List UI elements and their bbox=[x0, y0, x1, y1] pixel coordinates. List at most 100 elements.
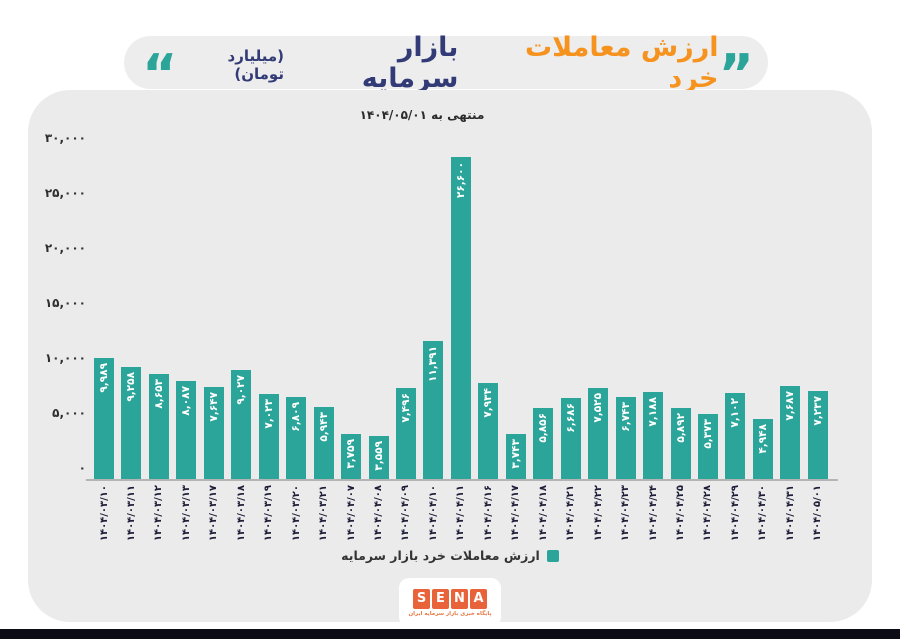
bar: ۶,۸۰۹ bbox=[286, 396, 307, 479]
x-tick: ۱۴۰۴/۰۳/۱۷ bbox=[204, 485, 224, 541]
x-tick: ۱۴۰۴/۰۴/۲۴ bbox=[643, 485, 663, 541]
x-tick: ۱۴۰۴/۰۴/۳۱ bbox=[780, 485, 800, 541]
bar-value-label: ۹,۲۵۸ bbox=[125, 372, 138, 402]
x-tick: ۱۴۰۴/۰۴/۱۱ bbox=[451, 485, 471, 541]
x-tick: ۱۴۰۴/۰۴/۲۳ bbox=[616, 485, 636, 541]
bar: ۷,۴۹۶ bbox=[395, 388, 416, 479]
x-tick-label: ۱۴۰۴/۰۴/۱۷ bbox=[510, 485, 522, 542]
x-tick-label: ۱۴۰۴/۰۳/۱۱ bbox=[125, 485, 137, 542]
bar: ۳,۷۴۳ bbox=[505, 433, 526, 479]
y-tick-label: ۳۰,۰۰۰ bbox=[44, 131, 86, 145]
bar: ۹,۰۲۷ bbox=[231, 369, 252, 479]
x-tick-label: ۱۴۰۴/۰۳/۱۷ bbox=[208, 485, 220, 542]
bar: ۷,۱۸۸ bbox=[643, 392, 664, 479]
x-tick-label: ۱۴۰۴/۰۴/۱۸ bbox=[537, 485, 549, 542]
x-tick-label: ۱۴۰۴/۰۳/۱۳ bbox=[180, 485, 192, 542]
y-axis: ۰ ۵,۰۰۰ ۱۰,۰۰۰ ۱۵,۰۰۰ ۲۰,۰۰۰ ۲۵,۰۰۰ ۳۰,۰۰۰ bbox=[34, 90, 86, 622]
chart-panel: منتهی به ۱۴۰۴/۰۵/۰۱ ۰ ۵,۰۰۰ ۱۰,۰۰۰ ۱۵,۰۰۰ ۲۰… bbox=[28, 90, 872, 627]
x-tick: ۱۴۰۴/۰۳/۱۱ bbox=[121, 485, 141, 541]
x-tick-label: ۱۴۰۴/۰۴/۲۳ bbox=[620, 485, 632, 542]
x-tick: ۱۴۰۴/۰۳/۱۸ bbox=[231, 485, 251, 541]
x-tick-label: ۱۴۰۴/۰۴/۳۱ bbox=[784, 485, 796, 542]
x-tick: ۱۴۰۴/۰۴/۲۲ bbox=[588, 485, 608, 541]
bar: ۱۱,۳۹۱ bbox=[423, 341, 444, 479]
bar: ۷,۵۲۵ bbox=[588, 387, 609, 479]
bar: ۸,۰۸۷ bbox=[176, 381, 197, 479]
x-tick: ۱۴۰۴/۰۳/۱۰ bbox=[94, 485, 114, 541]
bar: ۵,۹۴۳ bbox=[313, 407, 334, 479]
legend: ارزش معاملات خرد بازار سرمایه bbox=[28, 548, 872, 563]
bar: ۶,۶۸۶ bbox=[560, 398, 581, 479]
x-tick: ۱۴۰۴/۰۴/۰۸ bbox=[369, 485, 389, 541]
x-tick-label: ۱۴۰۴/۰۴/۰۹ bbox=[400, 485, 412, 542]
bar: ۸,۶۵۳ bbox=[148, 374, 169, 479]
x-tick: ۱۴۰۴/۰۳/۱۳ bbox=[176, 485, 196, 541]
x-tick-label: ۱۴۰۴/۰۳/۱۹ bbox=[263, 485, 275, 542]
bar-value-label: ۸,۶۵۳ bbox=[152, 379, 165, 409]
bar-value-label: ۹,۰۲۷ bbox=[235, 374, 248, 405]
x-tick: ۱۴۰۴/۰۳/۲۱ bbox=[314, 485, 334, 541]
bar: ۷,۱۰۲ bbox=[725, 393, 746, 479]
bar: ۷,۰۲۳ bbox=[258, 394, 279, 479]
x-tick-label: ۱۴۰۴/۰۳/۱۰ bbox=[98, 485, 110, 542]
bar-value-label: ۵,۳۷۳ bbox=[701, 419, 714, 449]
bar: ۷,۶۸۷ bbox=[780, 386, 801, 479]
x-tick: ۱۴۰۴/۰۴/۲۹ bbox=[725, 485, 745, 541]
x-tick: ۱۴۰۴/۰۴/۰۹ bbox=[396, 485, 416, 541]
bar-value-label: ۷,۱۰۲ bbox=[729, 398, 742, 428]
bar: ۴,۹۴۸ bbox=[752, 419, 773, 479]
legend-label: ارزش معاملات خرد بازار سرمایه bbox=[341, 548, 540, 563]
bars: ۹,۹۸۹ ۹,۲۵۸ ۸,۶۵۳ ۸,۰۸۷ ۷,۶۴۷ ۹,۰۲۷ ۷,۰۲۳ ۶,۸۰۹… bbox=[94, 116, 828, 479]
y-tick-label: ۲۵,۰۰۰ bbox=[44, 186, 86, 200]
y-tick-label: ۲۰,۰۰۰ bbox=[44, 241, 86, 255]
x-tick-label: ۱۴۰۴/۰۴/۲۲ bbox=[592, 485, 604, 542]
page-title: ارزش معاملات خرد بازار سرمایه (میلیارد ت… bbox=[174, 32, 719, 94]
title-navy-part: بازار سرمایه bbox=[361, 31, 459, 94]
bar: ۷,۹۳۴ bbox=[478, 383, 499, 479]
bar: ۷,۶۴۷ bbox=[203, 386, 224, 479]
x-tick: ۱۴۰۴/۰۴/۱۷ bbox=[506, 485, 526, 541]
x-tick-label: ۱۴۰۴/۰۴/۱۱ bbox=[455, 485, 467, 542]
bar: ۷,۲۳۷ bbox=[807, 391, 828, 479]
y-tick-label: ۰ bbox=[78, 461, 86, 475]
bar-value-label: ۲۶,۶۰۰ bbox=[454, 162, 467, 199]
bar: ۵,۸۹۲ bbox=[670, 407, 691, 479]
bar-value-label: ۷,۶۴۷ bbox=[207, 391, 220, 422]
x-tick: ۱۴۰۴/۰۳/۱۲ bbox=[149, 485, 169, 541]
x-tick-label: ۱۴۰۴/۰۳/۲۰ bbox=[290, 485, 302, 542]
x-tick: ۱۴۰۴/۰۴/۳۰ bbox=[753, 485, 773, 541]
x-tick-label: ۱۴۰۴/۰۴/۰۸ bbox=[373, 485, 385, 542]
x-tick-label: ۱۴۰۴/۰۴/۲۹ bbox=[729, 485, 741, 542]
sena-logo-tagline: پایگاه خبری بازار سرمایه ایران bbox=[408, 610, 492, 617]
bar-value-label: ۱۱,۳۹۱ bbox=[427, 346, 440, 383]
bar-value-label: ۶,۶۸۶ bbox=[564, 403, 577, 433]
x-tick: ۱۴۰۴/۰۴/۰۷ bbox=[341, 485, 361, 541]
x-tick-label: ۱۴۰۴/۰۴/۳۰ bbox=[757, 485, 769, 542]
bar: ۳,۵۵۹ bbox=[368, 435, 389, 479]
bar-value-label: ۸,۰۸۷ bbox=[180, 386, 193, 416]
bar: ۵,۳۷۳ bbox=[697, 414, 718, 479]
x-tick: ۱۴۰۴/۰۴/۱۶ bbox=[478, 485, 498, 541]
bar-value-label: ۶,۷۴۳ bbox=[619, 402, 632, 433]
y-tick-label: ۱۰,۰۰۰ bbox=[44, 351, 86, 365]
bar-value-label: ۳,۵۵۹ bbox=[372, 440, 385, 471]
chart-subtitle: منتهی به ۱۴۰۴/۰۵/۰۱ bbox=[359, 108, 485, 122]
bar: ۲۶,۶۰۰ bbox=[450, 157, 471, 479]
x-tick-label: ۱۴۰۴/۰۴/۲۸ bbox=[702, 485, 714, 542]
x-tick: ۱۴۰۴/۰۴/۲۸ bbox=[698, 485, 718, 541]
bar-value-label: ۷,۰۲۳ bbox=[262, 399, 275, 429]
x-tick-label: ۱۴۰۴/۰۴/۲۴ bbox=[647, 485, 659, 542]
bar-value-label: ۷,۱۸۸ bbox=[647, 397, 660, 427]
x-tick: ۱۴۰۴/۰۳/۲۰ bbox=[286, 485, 306, 541]
x-tick-label: ۱۴۰۴/۰۴/۲۵ bbox=[675, 485, 687, 542]
x-tick: ۱۴۰۴/۰۴/۲۵ bbox=[671, 485, 691, 541]
bar-value-label: ۴,۹۴۸ bbox=[756, 424, 769, 454]
bar-value-label: ۵,۸۹۲ bbox=[674, 412, 687, 443]
x-tick-label: ۱۴۰۴/۰۵/۰۱ bbox=[812, 485, 824, 542]
bar: ۵,۸۵۶ bbox=[533, 408, 554, 479]
x-tick: ۱۴۰۴/۰۳/۱۹ bbox=[259, 485, 279, 541]
sena-logo-letter-tile: N bbox=[451, 588, 468, 609]
bar: ۳,۷۵۹ bbox=[341, 433, 362, 479]
x-axis-labels: ۱۴۰۴/۰۳/۱۰ ۱۴۰۴/۰۳/۱۱ ۱۴۰۴/۰۳/۱۲ ۱۴۰۴/۰۳/۱۳… bbox=[94, 485, 828, 555]
